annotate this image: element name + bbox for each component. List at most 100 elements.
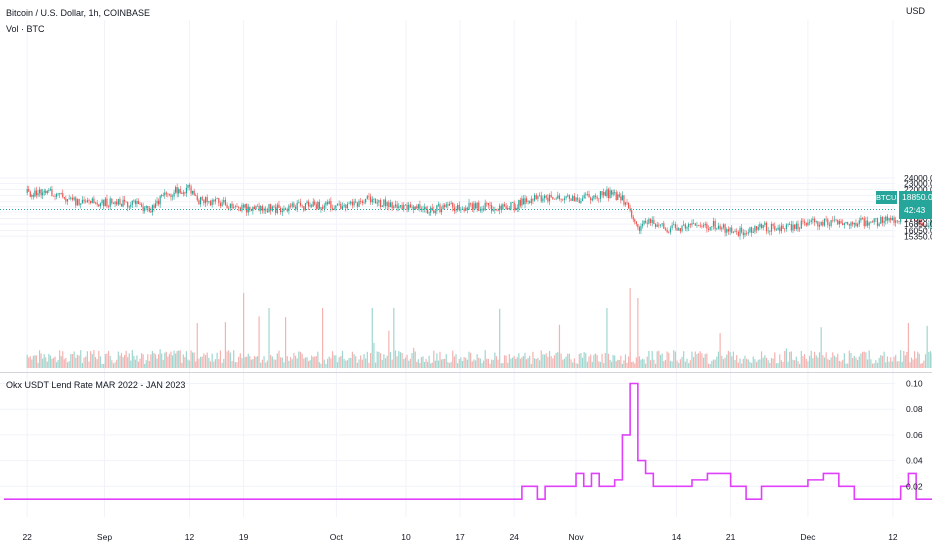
volume-bar (848, 350, 850, 368)
candle-body (883, 220, 885, 223)
volume-bar (140, 353, 143, 368)
volume-bar (34, 355, 36, 368)
volume-bar (330, 358, 332, 368)
candle-body (727, 229, 730, 232)
volume-bar (226, 351, 228, 368)
volume-bar (606, 308, 608, 368)
candle-body (228, 207, 230, 209)
volume-bar (338, 357, 340, 368)
volume-bar (873, 363, 875, 368)
volume-bar (333, 355, 335, 368)
volume-bar (29, 356, 31, 368)
volume-bar (511, 357, 514, 368)
volume-bar (291, 359, 293, 368)
volume-bar (62, 351, 64, 368)
volume-bar (525, 359, 528, 368)
candle-body (648, 218, 650, 224)
volume-bar (499, 308, 501, 368)
volume-bar (144, 363, 146, 368)
candle-body (492, 210, 494, 212)
candle-body (623, 195, 625, 205)
volume-bar (195, 361, 197, 368)
time-tick-label: 24 (509, 532, 519, 542)
candle-body (693, 223, 695, 224)
candle-body (266, 210, 268, 213)
candle-body (408, 204, 410, 210)
volume-bar (139, 358, 141, 368)
volume-bar (170, 351, 172, 368)
volume-bar (81, 362, 84, 368)
candle-body (802, 220, 804, 222)
volume-bar (601, 353, 603, 368)
volume-bar (891, 361, 893, 368)
candle-body (643, 220, 645, 225)
candle-body (644, 220, 647, 223)
last-price-badge[interactable]: 18850.00 42:43 (899, 191, 932, 219)
candle-body (90, 200, 92, 204)
volume-bar (575, 363, 577, 368)
volume-bar (204, 355, 207, 368)
volume-bar (209, 361, 212, 368)
candle-body (540, 195, 542, 202)
symbol-title[interactable]: Bitcoin / U.S. Dollar, 1h, COINBASE (6, 8, 151, 18)
candle-body (820, 222, 822, 226)
candle-body (147, 205, 149, 209)
candle-body (830, 220, 832, 226)
candle-body (80, 203, 82, 205)
volume-bar (63, 359, 65, 368)
volume-bar (374, 362, 377, 368)
volume-bar (109, 355, 111, 368)
candle-body (46, 191, 48, 194)
volume-bar (473, 359, 475, 368)
candle-body (204, 197, 207, 204)
volume-bar (383, 354, 385, 368)
volume-bar (833, 355, 836, 368)
candle-body (252, 207, 254, 211)
volume-bar (127, 357, 129, 368)
volume-bar (883, 351, 885, 368)
indicator-title[interactable]: Okx USDT Lend Rate MAR 2022 - JAN 2023 (6, 380, 186, 390)
volume-bar (281, 357, 283, 368)
volume-bar (906, 352, 908, 368)
volume-bar (457, 363, 459, 368)
volume-bar (880, 355, 882, 368)
candle-body (136, 201, 138, 204)
volume-bar (261, 359, 264, 368)
volume-bar (542, 354, 544, 368)
volume-bar (921, 362, 923, 368)
volume-bar (837, 353, 839, 368)
volume-bar (903, 350, 905, 368)
candle-body (529, 201, 531, 204)
candle-body (861, 218, 864, 219)
candle-body (365, 198, 367, 203)
candle-body (515, 207, 517, 211)
volume-bar (145, 360, 147, 368)
volume-bar (128, 353, 130, 368)
volume-bar (131, 350, 133, 368)
volume-bar (929, 351, 932, 368)
volume-bar (363, 353, 365, 368)
volume-bar (247, 353, 249, 368)
candle-body (312, 201, 314, 207)
volume-label[interactable]: Vol · BTC (6, 24, 45, 34)
candle-body (336, 204, 339, 206)
volume-bar (654, 363, 657, 368)
volume-bar (855, 357, 857, 368)
candle-body (666, 229, 668, 233)
volume-bar (843, 353, 845, 368)
candle-body (201, 197, 203, 200)
volume-bar (614, 355, 616, 368)
candle-body (117, 198, 119, 205)
candle-body (333, 208, 335, 210)
candle-body (93, 198, 95, 204)
time-tick-label: 14 (672, 532, 682, 542)
candle-body (505, 206, 507, 210)
ticker-tag[interactable]: BTCUSD (876, 191, 907, 204)
price-candles (26, 182, 932, 240)
volume-bar (423, 361, 426, 368)
candle-body (422, 209, 424, 210)
volume-bar (299, 351, 302, 368)
volume-bar (658, 350, 660, 368)
volume-bar (461, 361, 464, 368)
